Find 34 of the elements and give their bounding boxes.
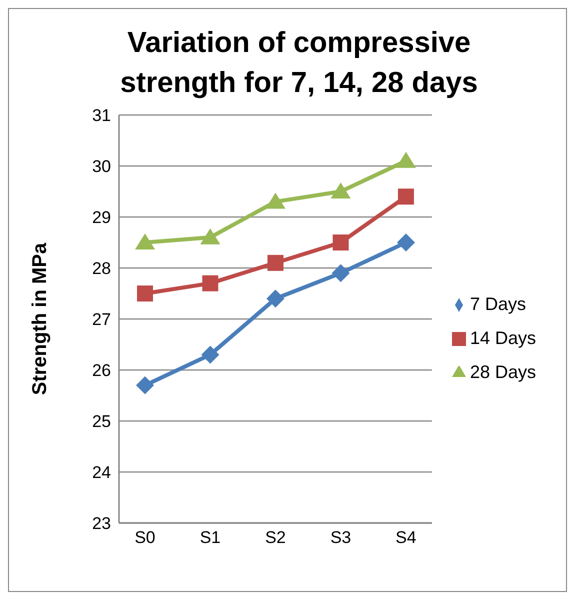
chart-title: Variation of compressive strength for 7, 14, 28 days (119, 26, 479, 101)
y-tick-label: 25 (92, 412, 111, 432)
point (137, 286, 153, 302)
y-tick-label: 27 (92, 310, 111, 330)
y-tick-label: 28 (92, 259, 111, 278)
legend-label: 7 Days (470, 294, 526, 314)
x-tick-label: S4 (396, 528, 416, 548)
x-tick-label: S2 (265, 528, 286, 548)
point (332, 264, 350, 282)
point (136, 376, 154, 394)
y-tick-label: 31 (92, 106, 111, 126)
point (332, 234, 349, 250)
point (398, 188, 414, 205)
point (265, 192, 286, 209)
x-tick-label: S3 (330, 528, 352, 548)
legend-label: 14 Days (470, 328, 536, 348)
point (330, 182, 351, 198)
point (135, 234, 155, 250)
point (267, 254, 284, 271)
point (201, 346, 220, 364)
y-tick-label: 23 (92, 514, 111, 534)
y-axis-title: Strength in MPa (29, 242, 52, 396)
point (202, 275, 218, 292)
x-tick-label: S0 (134, 528, 156, 548)
point (396, 234, 415, 252)
point (200, 228, 220, 244)
y-tick-label: 30 (92, 157, 111, 176)
point (396, 152, 416, 168)
x-tick-label: S1 (200, 528, 221, 548)
y-tick-label: 29 (92, 208, 111, 228)
y-tick-label: 24 (92, 463, 111, 482)
legend-label: 28 Days (470, 362, 536, 382)
y-tick-label: 26 (92, 361, 111, 380)
point (266, 290, 284, 308)
